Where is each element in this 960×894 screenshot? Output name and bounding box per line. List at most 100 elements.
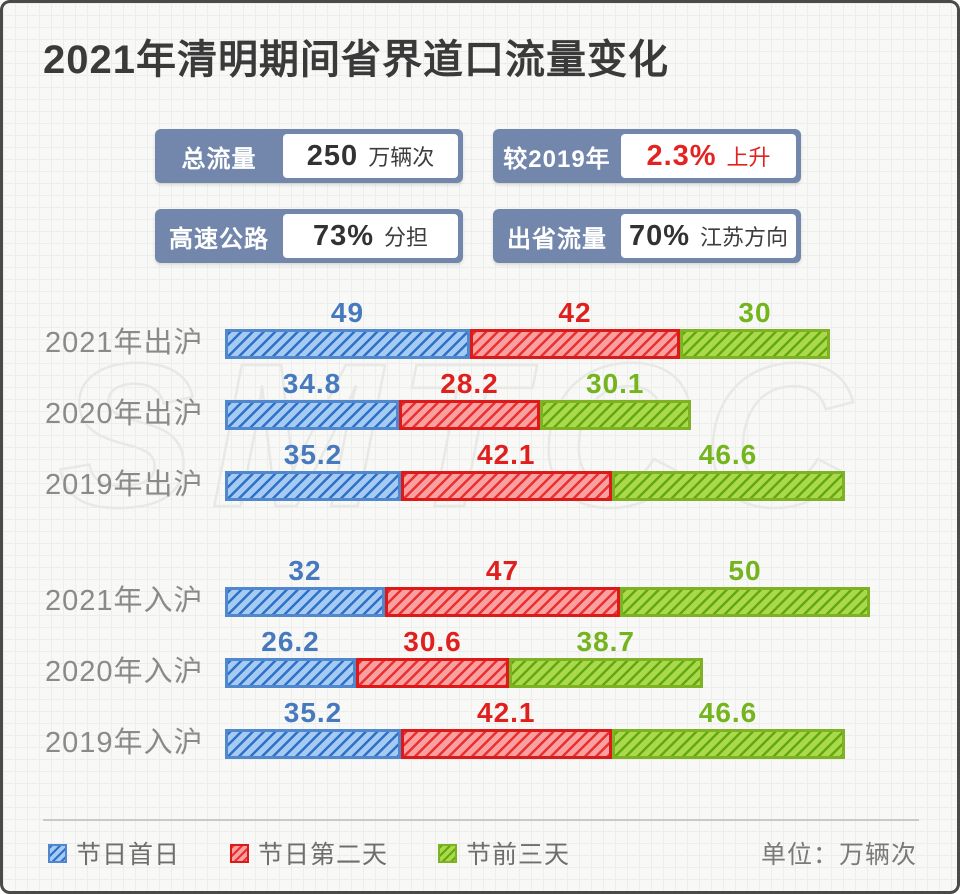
segment-bar: [401, 471, 612, 501]
segment-value: 34.8: [282, 368, 342, 399]
segment-bar: [399, 400, 540, 430]
segment-value: 35.2: [283, 697, 343, 728]
bar-segment-节日第二天: 42: [470, 297, 680, 359]
stat-label: 高速公路: [169, 225, 269, 253]
bar-stack: 32 47 50: [225, 553, 923, 617]
segment-value: 30.6: [403, 626, 462, 657]
stats-grid: 总流量 250 万辆次 较2019年 2.3% 上升 高速公路 73% 分担 出…: [155, 129, 801, 263]
bar-segment-节日首日: 49: [225, 297, 470, 359]
stat-panel: 2.3% 上升: [621, 134, 796, 178]
bar-segment-节前三天: 50: [620, 555, 870, 617]
segment-value: 32: [288, 555, 322, 586]
bar-stack: 35.2 42.1 46.6: [225, 695, 923, 759]
legend-item-day1: 节日首日: [48, 835, 180, 871]
bar-segment-节日第二天: 42.1: [401, 697, 612, 759]
segment-value: 46.6: [698, 697, 758, 728]
bar-segment-节前三天: 30.1: [540, 368, 691, 430]
segment-bar: [680, 329, 830, 359]
row-label: 2020年入沪: [45, 656, 204, 688]
segment-bar: [540, 400, 691, 430]
chart-row: 2021年出沪 49 42 30: [43, 295, 923, 359]
chart-row: 2020年入沪 26.2 30.6 38.7: [43, 624, 923, 688]
segment-bar: [225, 471, 401, 501]
stat-panel: 73% 分担: [283, 214, 458, 258]
bar-stack: 34.8 28.2 30.1: [225, 366, 923, 430]
stat-value: 250: [306, 139, 359, 172]
segment-bar: [225, 729, 401, 759]
chart-row: 2020年出沪 34.8 28.2 30.1: [43, 366, 923, 430]
row-label: 2021年入沪: [45, 585, 204, 617]
segment-value: 28.2: [440, 368, 499, 399]
segment-bar: [356, 658, 509, 688]
legend-divider: [43, 819, 919, 821]
legend-item-pre-festival: 节前三天: [438, 835, 570, 871]
unit-label: 单位：万辆次: [760, 841, 917, 869]
stat-suffix: 万辆次: [368, 145, 435, 170]
watermark-text: SMTCC: [57, 321, 867, 550]
row-label: 2020年出沪: [45, 398, 204, 430]
segment-bar: [225, 658, 356, 688]
stat-suffix: 江苏方向: [700, 225, 789, 250]
legend-label: 节前三天: [466, 841, 571, 869]
segment-bar: [611, 729, 845, 759]
segment-value: 49: [330, 297, 365, 328]
stacked-bar-chart: 2021年出沪 49 42 30 2020年出沪 34.8 28.2 30.1 2019年出沪 3…: [43, 295, 923, 766]
stat-box-outbound-flow: 出省流量 70% 江苏方向: [493, 209, 801, 263]
stat-label: 出省流量: [507, 225, 607, 253]
stat-panel: 250 万辆次: [283, 134, 458, 178]
segment-value: 42.1: [477, 697, 536, 728]
red-hatch-swatch-icon: [230, 843, 250, 863]
stat-box-vs-2019: 较2019年 2.3% 上升: [493, 129, 801, 183]
segment-value: 35.2: [283, 439, 343, 470]
segment-value: 46.6: [698, 439, 758, 470]
segment-value: 30: [738, 297, 772, 328]
stat-suffix: 上升: [726, 145, 771, 170]
segment-bar: [401, 729, 612, 759]
chart-row: 2021年入沪 32 47 50: [43, 553, 923, 617]
stat-value: 73%: [312, 219, 375, 252]
stat-label: 较2019年: [503, 145, 611, 173]
chart-row: 2019年出沪 35.2 42.1 46.6: [43, 437, 923, 501]
segment-value: 26.2: [261, 626, 320, 657]
bar-segment-节日首日: 34.8: [225, 368, 399, 430]
bar-segment-节日第二天: 42.1: [401, 439, 612, 501]
bar-segment-节日第二天: 30.6: [356, 626, 509, 688]
bar-segment-节前三天: 46.6: [611, 697, 845, 759]
bar-stack: 49 42 30: [225, 295, 923, 359]
segment-value: 30.1: [586, 368, 645, 399]
segment-bar: [470, 329, 680, 359]
segment-bar: [385, 587, 620, 617]
bar-segment-节前三天: 46.6: [611, 439, 845, 501]
segment-bar: [509, 658, 703, 688]
segment-bar: [225, 587, 385, 617]
segment-bar: [225, 400, 399, 430]
bar-stack: 35.2 42.1 46.6: [225, 437, 923, 501]
segment-value: 47: [485, 555, 520, 586]
chart-row: 2019年入沪 35.2 42.1 46.6: [43, 695, 923, 759]
stat-box-highway-share: 高速公路 73% 分担: [155, 209, 463, 263]
bar-segment-节日第二天: 28.2: [399, 368, 540, 430]
bar-segment-节前三天: 38.7: [509, 626, 703, 688]
segment-value: 50: [728, 555, 762, 586]
green-hatch-swatch-icon: [438, 843, 458, 863]
stat-box-total-flow: 总流量 250 万辆次: [155, 129, 463, 183]
bar-segment-节日第二天: 47: [385, 555, 620, 617]
bar-stack: 26.2 30.6 38.7: [225, 624, 923, 688]
stat-value: 2.3%: [646, 139, 717, 172]
chart-legend: 节日首日 节日第二天 节前三天 单位：万辆次: [48, 835, 917, 871]
stat-value: 70%: [628, 219, 691, 252]
legend-item-day2: 节日第二天: [230, 835, 388, 871]
blue-hatch-swatch-icon: [48, 843, 67, 863]
segment-value: 42.1: [477, 439, 536, 470]
page-title: 2021年清明期间省界道口流量变化: [43, 38, 669, 82]
stat-panel: 70% 江苏方向: [621, 214, 796, 258]
legend-label: 节日首日: [76, 841, 181, 869]
stat-suffix: 分担: [384, 225, 429, 250]
segment-bar: [225, 329, 470, 359]
bar-segment-节前三天: 30: [680, 297, 830, 359]
segment-bar: [611, 471, 845, 501]
bar-segment-节日首日: 32: [225, 555, 385, 617]
segment-value: 38.7: [576, 626, 635, 657]
stat-label: 总流量: [181, 145, 257, 173]
